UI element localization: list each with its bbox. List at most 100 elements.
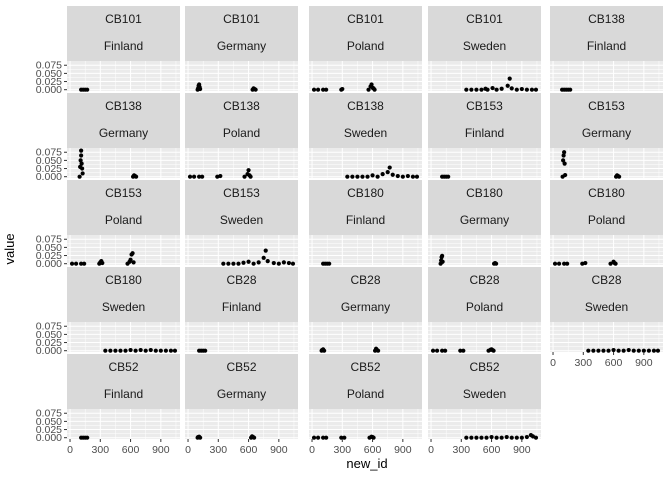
data-point <box>400 174 405 179</box>
facet-code-label: CB153 <box>466 99 503 113</box>
y-tick-label: 0.025 <box>36 424 62 436</box>
data-point <box>241 260 246 265</box>
data-point <box>410 174 416 179</box>
facet-strip <box>185 354 298 409</box>
y-tick-label: 0.025 <box>36 163 62 175</box>
facet-country-label: Finland <box>465 126 504 140</box>
x-tick-label: 0 <box>309 444 315 456</box>
facet-strip <box>428 93 541 148</box>
data-point <box>290 261 296 266</box>
facet-code-label: CB28 <box>469 273 499 287</box>
x-tick-label: 300 <box>575 357 593 369</box>
facet-country-label: Finland <box>587 39 626 53</box>
y-tick-label: 0.050 <box>36 242 62 254</box>
facet-panel: CB28 Finland <box>185 267 298 353</box>
panels-layer: CB101FinlandCB101GermanyCB101PolandCB101… <box>67 6 663 440</box>
x-tick-label: 0 <box>185 444 191 456</box>
data-point <box>345 174 350 179</box>
facet-country-label: Germany <box>217 387 266 401</box>
y-tick-label: 0.075 <box>36 234 62 246</box>
data-point <box>200 174 205 179</box>
data-point <box>73 261 79 266</box>
data-point <box>446 174 451 179</box>
facet-panel: CB101 Germany <box>185 6 298 92</box>
data-point <box>360 174 365 179</box>
facet-strip <box>309 267 422 322</box>
data-point <box>469 87 474 92</box>
facet-code-label: CB52 <box>469 360 499 374</box>
data-point <box>128 347 133 353</box>
data-point <box>561 158 566 163</box>
facet-country-label: Finland <box>104 39 143 53</box>
data-point <box>461 348 466 353</box>
data-point <box>491 348 496 353</box>
x-tick-label: 900 <box>394 444 412 456</box>
data-point <box>621 348 626 353</box>
data-point <box>608 261 613 266</box>
x-tick-label: 600 <box>364 444 382 456</box>
data-point <box>499 435 504 440</box>
x-tick-label: 0 <box>550 357 556 369</box>
data-point <box>324 87 329 92</box>
facet-panel: CB138 Germany <box>67 93 180 179</box>
data-point <box>339 435 344 440</box>
facet-country-label: Sweden <box>463 387 506 401</box>
data-point <box>533 435 539 440</box>
facet-strip <box>550 267 663 322</box>
data-point <box>78 158 83 163</box>
data-point <box>108 348 113 353</box>
y-tick-label: 0.000 <box>36 432 62 444</box>
facet-strip <box>67 6 180 61</box>
facet-panel: CB101 Sweden <box>428 6 541 92</box>
facet-country-label: Poland <box>347 387 384 401</box>
data-point <box>484 435 489 440</box>
x-tick-label: 900 <box>270 444 288 456</box>
facet-country-label: Germany <box>341 300 390 314</box>
data-point <box>327 261 332 266</box>
facet-code-label: CB28 <box>226 273 256 287</box>
data-point <box>414 174 420 179</box>
y-tick-label: 0.050 <box>36 68 62 80</box>
data-point <box>375 174 380 179</box>
facet-code-label: CB180 <box>347 186 384 200</box>
data-point <box>197 174 202 179</box>
data-point <box>561 153 566 158</box>
facet-country-label: Sweden <box>344 126 387 140</box>
facet-code-label: CB153 <box>588 99 625 113</box>
data-point <box>430 348 436 353</box>
facet-panel: CB180 Finland <box>309 180 422 266</box>
facet-country-label: Sweden <box>220 213 263 227</box>
facet-code-label: CB28 <box>591 273 621 287</box>
facet-panel: CB101 Poland <box>309 6 422 92</box>
y-tick-label: 0.050 <box>36 416 62 428</box>
facet-panel: CB153 Sweden <box>185 180 298 266</box>
data-point <box>311 435 317 440</box>
data-point <box>524 87 529 92</box>
data-point <box>552 261 558 266</box>
facet-strip <box>185 93 298 148</box>
facet-country-label: Sweden <box>585 300 628 314</box>
data-point <box>79 261 84 266</box>
x-tick-label: 600 <box>605 357 623 369</box>
data-point <box>631 348 636 353</box>
data-point <box>372 87 377 92</box>
data-point <box>85 435 90 440</box>
data-point <box>562 161 567 166</box>
data-point <box>153 348 158 353</box>
facet-country-label: Germany <box>217 39 266 53</box>
facet-strip <box>309 354 422 409</box>
data-point <box>253 87 258 92</box>
data-point <box>474 87 479 92</box>
data-point <box>251 261 256 266</box>
facet-panel: CB101 Finland <box>67 6 180 92</box>
data-point <box>613 261 618 266</box>
facet-strip <box>185 180 298 235</box>
facet-code-label: CB52 <box>108 360 138 374</box>
data-point <box>562 150 567 155</box>
data-point <box>322 348 327 353</box>
data-point <box>324 435 329 440</box>
facet-code-label: CB180 <box>105 273 142 287</box>
y-tick-label: 0.000 <box>36 84 62 96</box>
y-tick-label: 0.025 <box>36 337 62 349</box>
